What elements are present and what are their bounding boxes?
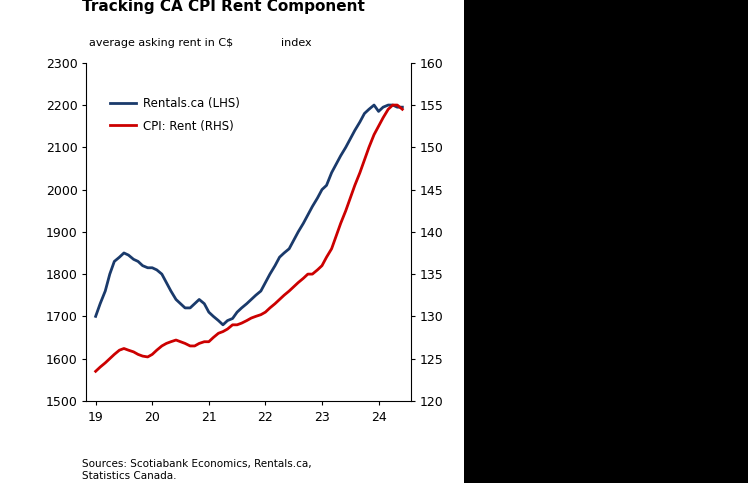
Text: index: index <box>281 38 312 48</box>
Legend: Rentals.ca (LHS), CPI: Rent (RHS): Rentals.ca (LHS), CPI: Rent (RHS) <box>105 92 245 137</box>
Text: average asking rent in C$: average asking rent in C$ <box>89 38 233 48</box>
Text: Tracking CA CPI Rent Component: Tracking CA CPI Rent Component <box>82 0 365 14</box>
Text: Sources: Scotiabank Economics, Rentals.ca,
Statistics Canada.: Sources: Scotiabank Economics, Rentals.c… <box>82 459 312 481</box>
